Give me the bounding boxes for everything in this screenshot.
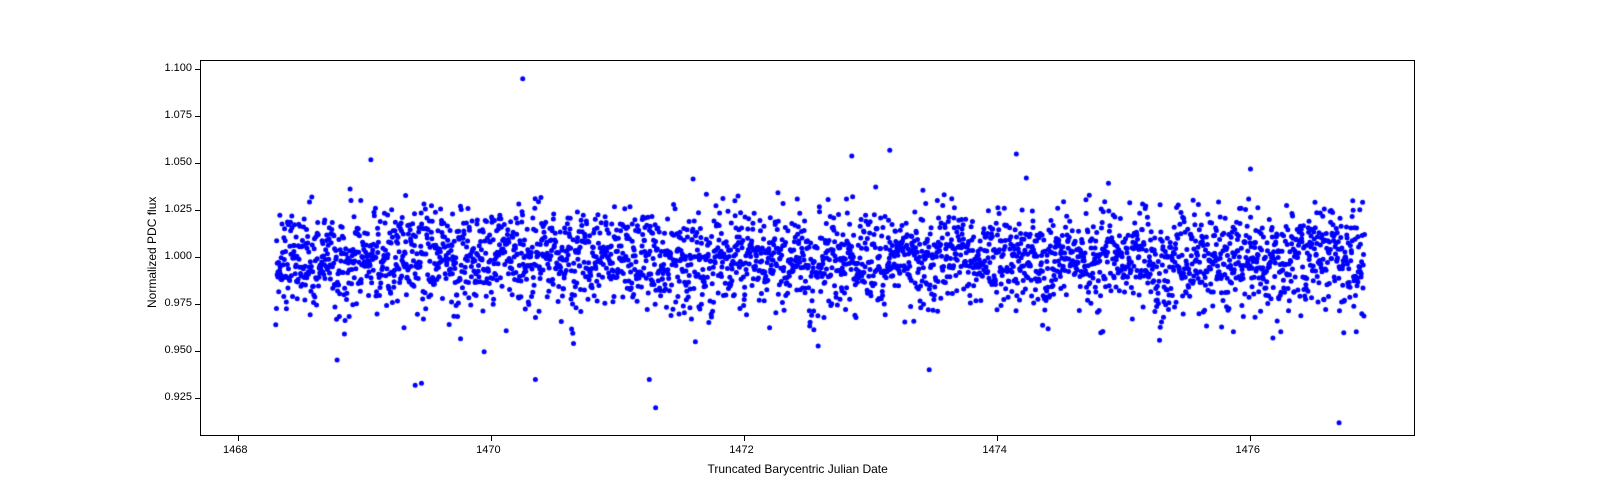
- y-tick-label: 1.000: [164, 250, 192, 262]
- x-tick-label: 1474: [982, 444, 1006, 456]
- y-tick-label: 0.975: [164, 297, 192, 309]
- x-tick-label: 1468: [223, 444, 247, 456]
- x-tick: [997, 436, 998, 441]
- y-tick: [195, 116, 200, 117]
- y-tick: [195, 210, 200, 211]
- y-tick: [195, 257, 200, 258]
- y-tick: [195, 69, 200, 70]
- x-tick-label: 1472: [729, 444, 753, 456]
- y-tick-label: 0.950: [164, 344, 192, 356]
- y-tick-label: 0.925: [164, 391, 192, 403]
- y-tick-label: 1.050: [164, 156, 192, 168]
- y-tick-label: 1.100: [164, 62, 192, 74]
- y-axis-label: Normalized PDC flux: [145, 197, 159, 308]
- x-tick-label: 1470: [476, 444, 500, 456]
- y-tick-label: 1.025: [164, 203, 192, 215]
- x-axis-label: Truncated Barycentric Julian Date: [708, 462, 888, 476]
- x-tick-label: 1476: [1235, 444, 1259, 456]
- y-tick: [195, 304, 200, 305]
- y-tick-label: 1.075: [164, 109, 192, 121]
- x-tick: [238, 436, 239, 441]
- x-tick: [491, 436, 492, 441]
- y-tick: [195, 163, 200, 164]
- x-tick: [1250, 436, 1251, 441]
- y-tick: [195, 351, 200, 352]
- x-tick: [744, 436, 745, 441]
- y-tick: [195, 398, 200, 399]
- scatter-points-canvas: [0, 0, 1600, 500]
